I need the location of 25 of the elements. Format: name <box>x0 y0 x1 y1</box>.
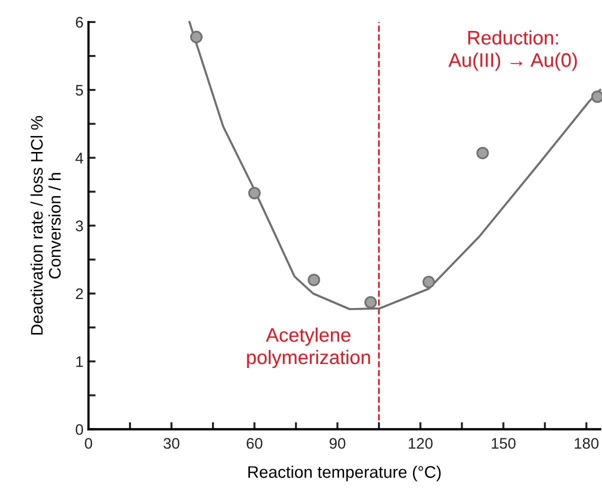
y-tick-label: 5 <box>76 84 83 96</box>
point <box>308 274 320 286</box>
point <box>422 276 435 288</box>
point <box>476 146 489 160</box>
y-tick-label: 1 <box>76 356 83 367</box>
line-series <box>188 21 602 310</box>
x-axis-title: Reaction temperature (°C) <box>248 466 441 482</box>
y-axis-title: Deactivation rate / loss HCl % Conversion / h <box>30 116 61 334</box>
annotation: Acetylene polymerization <box>247 328 370 368</box>
y-tick-label: 4 <box>75 152 84 164</box>
y-tick-label: 3 <box>76 220 83 232</box>
x-tick-label: 150 <box>492 438 516 449</box>
y-tick-label: 0 <box>76 424 84 435</box>
x-tick-label: 60 <box>246 438 262 449</box>
x-tick-label: 0 <box>84 438 92 449</box>
x-tick-label: 90 <box>330 438 346 449</box>
x-tick-label: 30 <box>164 438 180 449</box>
x-tick-label: 180 <box>574 438 599 449</box>
point <box>364 296 377 309</box>
annotation: Reduction: Au(III) → Au(0) <box>448 30 577 71</box>
x-tick-label: 120 <box>408 438 433 449</box>
y-tick-label: 2 <box>76 288 83 300</box>
point <box>248 186 261 200</box>
point <box>190 30 203 44</box>
y-tick-label: 6 <box>76 16 83 28</box>
